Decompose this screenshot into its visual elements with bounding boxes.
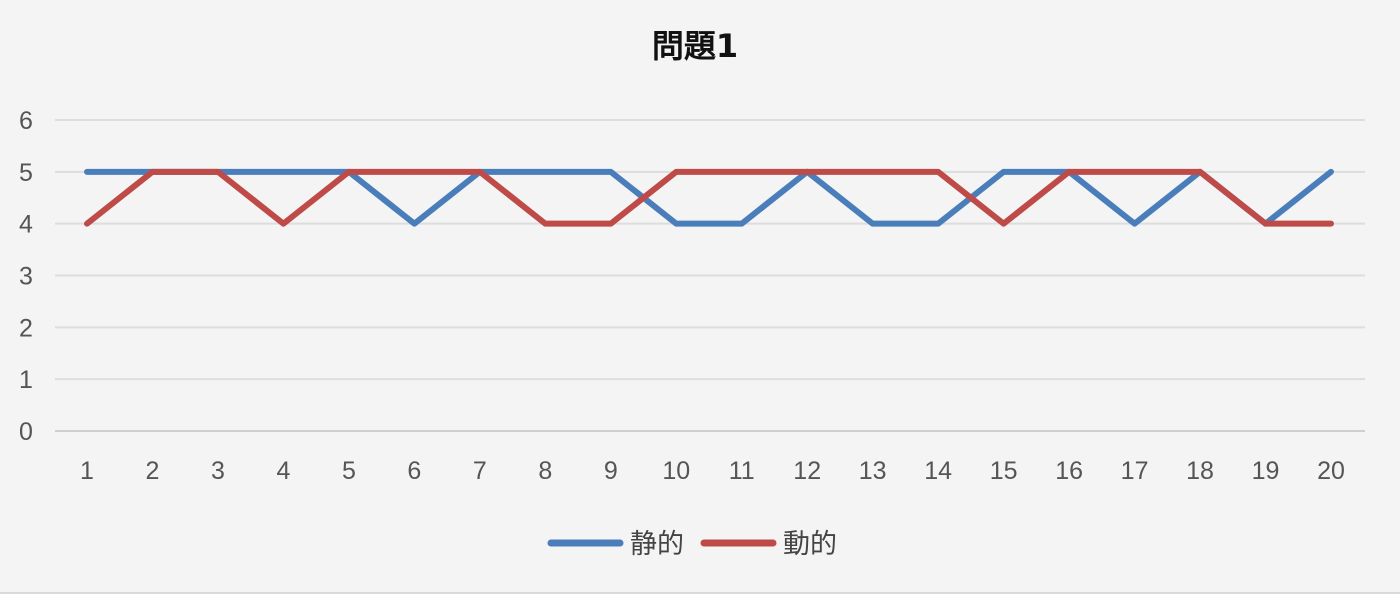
chart-title: 問題1 — [652, 27, 738, 65]
x-tick-label: 8 — [538, 457, 552, 485]
data-point — [609, 222, 613, 226]
x-tick-label: 7 — [473, 457, 487, 485]
data-point — [85, 222, 89, 226]
data-point — [674, 170, 678, 174]
data-point — [1133, 170, 1137, 174]
x-tick-label: 6 — [407, 457, 421, 485]
data-point — [871, 170, 875, 174]
x-tick-label: 12 — [793, 457, 821, 485]
data-point — [216, 170, 220, 174]
x-tick-label: 2 — [146, 457, 160, 485]
data-point — [674, 222, 678, 226]
x-tick-label: 4 — [276, 457, 290, 485]
x-tick-label: 20 — [1317, 457, 1345, 485]
data-point — [478, 170, 482, 174]
x-tick-label: 14 — [924, 457, 952, 485]
data-point — [543, 170, 547, 174]
gridlines — [55, 119, 1365, 381]
y-tick-label: 6 — [19, 107, 33, 135]
x-tick-label: 9 — [604, 457, 618, 485]
data-point — [1133, 222, 1137, 226]
legend: 静的 動的 — [547, 529, 837, 560]
y-tick-label: 3 — [19, 263, 33, 291]
data-point — [1329, 222, 1333, 226]
series-lines — [84, 168, 1334, 227]
data-point — [936, 170, 940, 174]
data-point — [347, 170, 351, 174]
x-tick-label: 18 — [1186, 457, 1214, 485]
data-point — [1002, 170, 1006, 174]
data-point — [281, 170, 285, 174]
series-line-1 — [84, 168, 1334, 227]
y-tick-label: 1 — [19, 366, 33, 394]
data-point — [1067, 170, 1071, 174]
series-line-2 — [84, 168, 1334, 227]
x-tick-label: 17 — [1121, 457, 1149, 485]
x-tick-label: 5 — [342, 457, 356, 485]
data-point — [1198, 170, 1202, 174]
data-point — [150, 170, 154, 174]
y-tick-label: 4 — [19, 211, 33, 239]
data-point — [740, 222, 744, 226]
data-point — [543, 222, 547, 226]
y-tick-label: 2 — [19, 314, 33, 342]
y-tick-label: 0 — [19, 418, 33, 446]
x-tick-label: 16 — [1055, 457, 1083, 485]
x-tick-label: 3 — [211, 457, 225, 485]
x-tick-label: 11 — [729, 457, 755, 485]
data-point — [1264, 222, 1268, 226]
x-tick-label: 15 — [990, 457, 1018, 485]
data-point — [936, 222, 940, 226]
y-tick-label: 5 — [19, 159, 33, 187]
data-point — [609, 170, 613, 174]
data-point — [1002, 222, 1006, 226]
x-tick-label: 13 — [859, 457, 887, 485]
data-point — [412, 222, 416, 226]
data-point — [1329, 170, 1333, 174]
data-point — [85, 170, 89, 174]
legend-label-2: 動的 — [783, 529, 837, 560]
legend-label-1: 静的 — [630, 529, 684, 560]
data-point — [805, 170, 809, 174]
x-tick-label: 1 — [80, 457, 94, 485]
x-tick-label: 10 — [662, 457, 690, 485]
data-point — [871, 222, 875, 226]
x-tick-label: 19 — [1252, 457, 1280, 485]
data-point — [412, 170, 416, 174]
data-point — [740, 170, 744, 174]
data-point — [281, 222, 285, 226]
